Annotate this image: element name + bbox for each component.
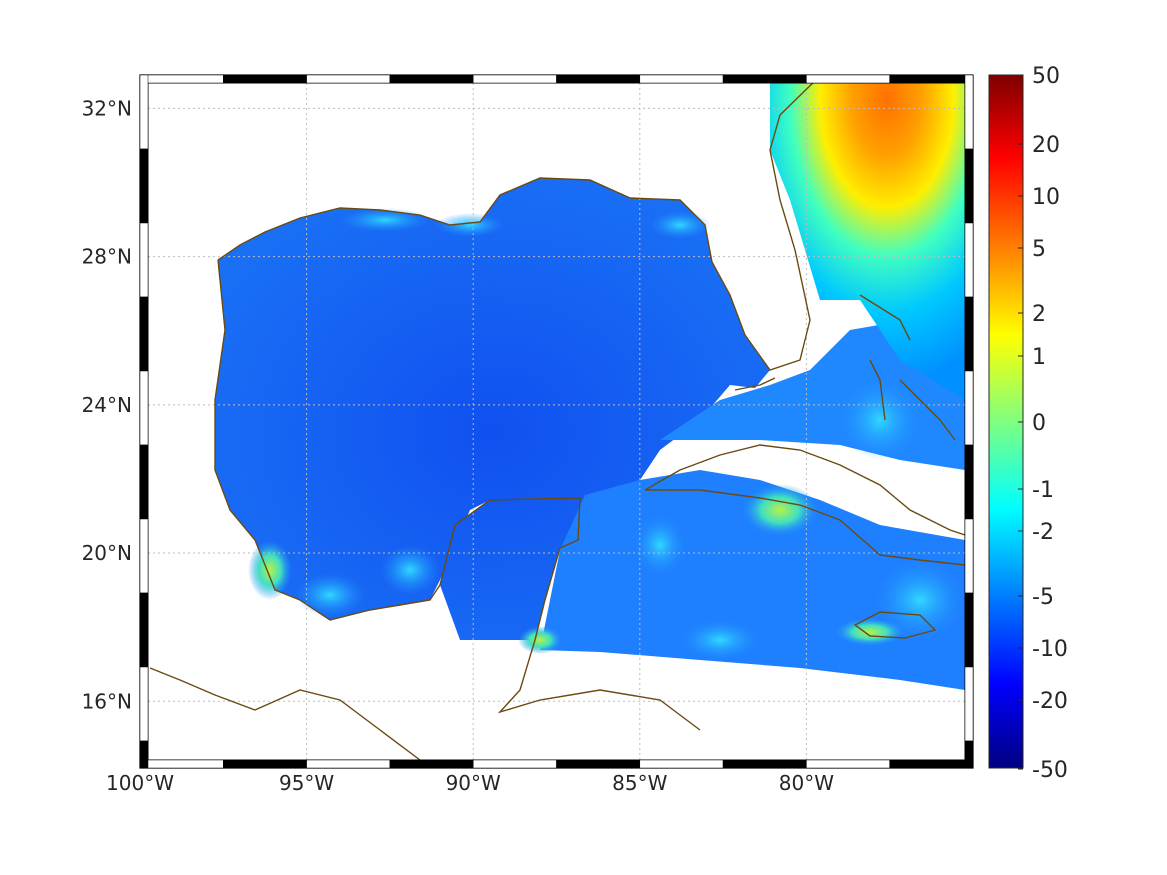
map-grid (148, 83, 965, 760)
latitude-tick-label: 28°N (82, 245, 132, 269)
gulf-of-mexico-field (215, 178, 770, 640)
frame-segment-top (556, 74, 641, 84)
frame-segment-bottom (139, 759, 224, 769)
atlantic-field (770, 83, 965, 400)
frame-segment-top (223, 74, 307, 84)
frame-segment-bottom (806, 759, 890, 769)
longitude-tick-label: 90°W (446, 771, 501, 795)
frame-segment-top (306, 74, 391, 84)
heatmap-field (215, 83, 965, 690)
frame-segment-left (139, 740, 149, 769)
latitude-tick-label: 32°N (82, 96, 132, 120)
frame-segment-top (139, 74, 224, 84)
map-frame (139, 74, 974, 769)
frame-segment-top (889, 74, 974, 84)
colorbar-tick-label: 50 (1032, 64, 1060, 89)
frame-segment-top (639, 74, 724, 84)
frame-segment-left (139, 222, 149, 298)
frame-segment-right (964, 148, 974, 224)
frame-segment-right (964, 740, 974, 769)
frame-segment-left (139, 518, 149, 594)
latitude-tick-label: 20°N (82, 541, 132, 565)
frame-segment-right (964, 666, 974, 742)
frame-segment-right (964, 296, 974, 372)
latitude-labels: 32°N 28°N 24°N 20°N 16°N (82, 96, 132, 713)
colorbar-tick-label: -20 (1032, 689, 1068, 714)
colorbar-tick-label: -10 (1032, 637, 1068, 662)
coastlines (149, 83, 965, 760)
frame-segment-top (472, 74, 557, 84)
frame-segment-bottom (389, 759, 474, 769)
colorbar-bar (988, 74, 1024, 769)
frame-segment-bottom (639, 759, 724, 769)
colorbar-tick-label: -2 (1032, 520, 1054, 545)
frame-segment-right (964, 74, 974, 150)
frame-segment-left (139, 370, 149, 446)
colorbar-tick-label: 20 (1032, 133, 1060, 158)
latitude-tick-label: 24°N (82, 393, 132, 417)
florida-keys (734, 377, 776, 391)
frame-segment-left (139, 74, 149, 150)
colorbar-tick-label: 5 (1032, 237, 1046, 262)
longitude-tick-label: 80°W (779, 771, 834, 795)
colorbar-tick-label: 2 (1032, 302, 1046, 327)
colorbar-tick-label: -1 (1032, 478, 1054, 503)
frame-segment-right (964, 370, 974, 446)
frame-segment-top (806, 74, 890, 84)
frame-segment-right (964, 518, 974, 594)
colorbar-tick-label: 10 (1032, 185, 1060, 210)
frame-segment-bottom (306, 759, 391, 769)
cuba-coastline (644, 444, 965, 566)
frame-segment-bottom (223, 759, 307, 769)
jamaica-coastline (853, 611, 937, 639)
longitude-tick-label: 100°W (106, 771, 174, 795)
longitude-tick-label: 85°W (612, 771, 667, 795)
frame-segment-top (389, 74, 474, 84)
colorbar-tick-label: -5 (1032, 585, 1054, 610)
colorbar-tick-label: -50 (1032, 758, 1068, 783)
colorbar-tick-label: 0 (1032, 411, 1046, 436)
frame-segment-left (139, 592, 149, 668)
longitude-tick-label: 95°W (279, 771, 334, 795)
longitude-labels: 100°W 95°W 90°W 85°W 80°W (106, 771, 834, 795)
frame-segment-right (964, 592, 974, 668)
frame-segment-left (139, 666, 149, 742)
frame-segment-right (964, 444, 974, 520)
frame-segment-right (964, 222, 974, 298)
latitude-tick-label: 16°N (82, 689, 132, 713)
frame-segment-left (139, 444, 149, 520)
frame-segment-left (139, 296, 149, 372)
colorbar-tick-label: 1 (1032, 345, 1046, 370)
frame-segment-bottom (889, 759, 974, 769)
frame-segment-bottom (722, 759, 807, 769)
frame-segment-bottom (472, 759, 557, 769)
gulf-coastline (149, 83, 814, 760)
bahamas-coastline (859, 294, 956, 441)
frame-segment-top (722, 74, 807, 84)
frame-segment-left (139, 148, 149, 224)
frame-segment-bottom (556, 759, 641, 769)
